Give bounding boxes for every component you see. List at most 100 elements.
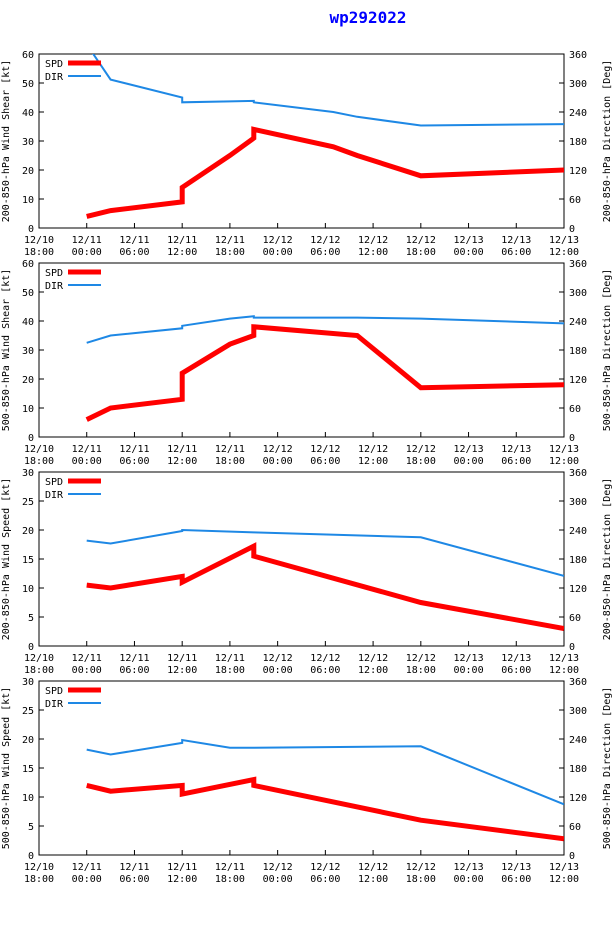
dir-series-line (86, 738, 564, 806)
y2-tick-label: 180 (569, 555, 587, 566)
x-tick-label-time: 06:00 (501, 874, 531, 885)
x-tick-label-date: 12/11 (167, 653, 197, 664)
y-tick-label: 10 (22, 195, 34, 206)
legend-spd-label: SPD (45, 477, 63, 488)
y-tick-label: 30 (22, 468, 34, 479)
x-tick-label-time: 06:00 (310, 247, 340, 258)
x-tick-label-date: 12/11 (167, 444, 197, 455)
series-group (86, 54, 564, 219)
x-tick-label-time: 18:00 (406, 665, 436, 676)
x-tick-label-time: 06:00 (501, 665, 531, 676)
x-tick-label-time: 00:00 (72, 456, 102, 467)
x-tick-label-date: 12/10 (24, 653, 54, 664)
spd-series-line (86, 126, 564, 219)
x-tick-label-date: 12/10 (24, 235, 54, 246)
y2-tick-label: 0 (569, 642, 575, 653)
x-tick-label-date: 12/12 (310, 653, 340, 664)
x-tick-label-time: 12:00 (549, 874, 579, 885)
x-tick-label-time: 00:00 (72, 665, 102, 676)
x-tick-label-date: 12/12 (310, 235, 340, 246)
x-tick-label-date: 12/11 (72, 235, 102, 246)
x-tick-label-time: 18:00 (215, 665, 245, 676)
dir-series-line (86, 315, 564, 344)
dir-series-line (92, 54, 564, 127)
x-tick-label-date: 12/11 (215, 444, 245, 455)
y2-tick-label: 60 (569, 195, 581, 206)
y2-tick-label: 60 (569, 822, 581, 833)
x-tick-label-time: 06:00 (119, 247, 149, 258)
y2-tick-label: 180 (569, 137, 587, 148)
y2-tick-label: 180 (569, 764, 587, 775)
x-tick-label-date: 12/13 (453, 235, 483, 246)
y2-axis-label: 200-850-hPa Direction [Deg] (602, 478, 613, 641)
y2-tick-label: 300 (569, 497, 587, 508)
x-tick-label-time: 06:00 (501, 247, 531, 258)
y-tick-label: 20 (22, 526, 34, 537)
y-tick-label: 0 (28, 433, 34, 444)
y-tick-label: 15 (22, 764, 34, 775)
x-tick-label-time: 12:00 (167, 665, 197, 676)
x-tick-label-date: 12/12 (358, 653, 388, 664)
x-tick-label-date: 12/12 (358, 235, 388, 246)
x-tick-label-date: 12/12 (358, 444, 388, 455)
chart-panel-2: 010203040506006012018024030036012/1018:0… (1, 259, 613, 467)
y2-tick-label: 120 (569, 793, 587, 804)
x-tick-label-date: 12/13 (549, 862, 579, 873)
x-tick-label-date: 12/13 (453, 444, 483, 455)
y2-tick-label: 360 (569, 259, 587, 270)
y2-tick-label: 240 (569, 108, 587, 119)
spd-series-line (86, 776, 564, 842)
x-tick-label-date: 12/12 (406, 235, 436, 246)
x-tick-label-time: 18:00 (24, 456, 54, 467)
x-tick-label-time: 18:00 (24, 874, 54, 885)
x-tick-label-time: 18:00 (406, 247, 436, 258)
y2-tick-label: 0 (569, 224, 575, 235)
y2-tick-label: 360 (569, 50, 587, 61)
y-tick-label: 50 (22, 79, 34, 90)
y2-tick-label: 0 (569, 433, 575, 444)
y-axis-label: 500-850-hPa Wind Shear [kt] (1, 269, 12, 432)
legend-dir-label: DIR (45, 281, 64, 292)
x-tick-label-time: 12:00 (549, 456, 579, 467)
y2-tick-label: 120 (569, 584, 587, 595)
legend-dir-label: DIR (45, 699, 64, 710)
y2-tick-label: 240 (569, 526, 587, 537)
x-tick-label-date: 12/13 (501, 235, 531, 246)
legend-dir-label: DIR (45, 490, 64, 501)
spd-series-line (86, 542, 564, 632)
y-tick-label: 30 (22, 677, 34, 688)
x-tick-label-date: 12/10 (24, 862, 54, 873)
x-tick-label-time: 00:00 (263, 665, 293, 676)
y2-axis-label: 200-850-hPa Direction [Deg] (602, 60, 613, 223)
y-tick-label: 60 (22, 50, 34, 61)
x-tick-label-date: 12/12 (358, 862, 388, 873)
x-tick-label-date: 12/11 (167, 862, 197, 873)
legend-dir-label: DIR (45, 72, 64, 83)
y2-axis-label: 500-850-hPa Direction [Deg] (602, 687, 613, 850)
y-tick-label: 0 (28, 224, 34, 235)
y2-tick-label: 60 (569, 404, 581, 415)
plot-frame (38, 471, 565, 647)
x-tick-label-time: 12:00 (358, 665, 388, 676)
y2-tick-label: 300 (569, 706, 587, 717)
chart-panel-1: 010203040506006012018024030036012/1018:0… (1, 50, 613, 258)
x-tick-label-time: 00:00 (72, 247, 102, 258)
y-axis-label: 200-850-hPa Wind Shear [kt] (1, 60, 12, 223)
x-tick-label-date: 12/13 (501, 862, 531, 873)
series-group (86, 528, 564, 632)
x-tick-label-date: 12/13 (549, 444, 579, 455)
x-tick-label-time: 12:00 (358, 456, 388, 467)
x-tick-label-time: 06:00 (501, 456, 531, 467)
y-tick-label: 5 (28, 822, 34, 833)
x-tick-label-date: 12/11 (72, 653, 102, 664)
page-title: wp292022 (329, 8, 407, 27)
x-tick-label-date: 12/11 (72, 862, 102, 873)
y-tick-label: 25 (22, 497, 34, 508)
x-tick-label-date: 12/12 (310, 862, 340, 873)
x-tick-label-date: 12/13 (453, 653, 483, 664)
x-tick-label-date: 12/12 (406, 862, 436, 873)
y-tick-label: 10 (22, 793, 34, 804)
x-tick-label-time: 12:00 (167, 456, 197, 467)
spd-series-line (85, 324, 564, 422)
chart-panel-4: 05101520253006012018024030036012/1018:00… (1, 677, 613, 885)
